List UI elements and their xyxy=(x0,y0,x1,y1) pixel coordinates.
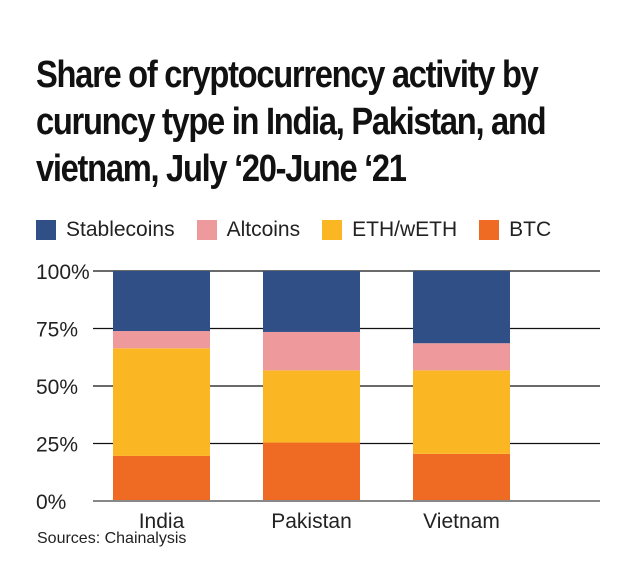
bar-segment-stablecoins-india xyxy=(113,271,210,332)
legend-swatch xyxy=(322,220,343,240)
source-note: Sources: Chainalysis xyxy=(37,530,187,547)
legend-swatch xyxy=(196,220,217,240)
bar-segment-ethweth-vietnam xyxy=(413,370,510,454)
y-tick-label: 0% xyxy=(36,491,66,514)
legend-swatch xyxy=(36,220,56,240)
y-tick-label: 75% xyxy=(36,319,78,342)
legend-item: BTC xyxy=(479,218,551,242)
bar-segment-altcoins-pakistan xyxy=(263,331,360,371)
y-tick-label: 25% xyxy=(36,434,78,457)
x-tick-label: Vietnam xyxy=(423,510,500,533)
legend-item: Stablecoins xyxy=(36,218,175,242)
legend-label: ETH/wETH xyxy=(352,218,458,241)
title-line-1: Share of cryptocurrency activity by xyxy=(36,54,539,96)
y-tick-label: 50% xyxy=(36,376,78,399)
bar-segment-altcoins-india xyxy=(113,331,210,349)
y-tick-label: 100% xyxy=(36,261,90,284)
legend-item: Altcoins xyxy=(196,218,301,242)
legend-label: BTC xyxy=(509,218,552,241)
x-tick-label: Pakistan xyxy=(271,510,352,533)
legend: Stablecoins Altcoins ETH/wETH BTC xyxy=(36,218,573,242)
title-line-3: vietnam, July ‘20-June ‘21 xyxy=(36,148,407,190)
title-line-2: curuncy type in India, Pakistan, and xyxy=(36,101,547,143)
bar-segment-ethweth-india xyxy=(113,348,210,456)
bar-segment-btc-vietnam xyxy=(413,453,510,501)
legend-swatch xyxy=(479,220,500,240)
bar-segment-altcoins-vietnam xyxy=(413,343,510,371)
bar-segment-btc-pakistan xyxy=(263,442,360,501)
x-tick-label: India xyxy=(139,510,185,533)
bar-segment-btc-india xyxy=(113,455,210,501)
legend-item: ETH/wETH xyxy=(322,218,457,242)
bar-segment-stablecoins-pakistan xyxy=(263,271,360,332)
legend-label: Stablecoins xyxy=(66,218,175,241)
legend-label: Altcoins xyxy=(226,218,301,241)
bar-segment-ethweth-pakistan xyxy=(263,370,360,443)
bar-segment-stablecoins-vietnam xyxy=(413,271,510,344)
chart-title: Share of cryptocurrency activity by curu… xyxy=(36,52,547,193)
